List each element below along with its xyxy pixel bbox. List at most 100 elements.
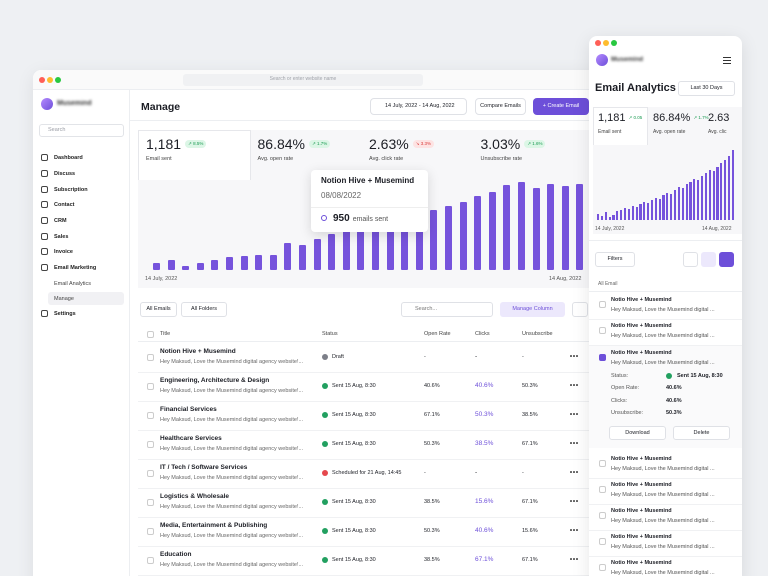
item-title[interactable]: Notio Hive + Musemind bbox=[611, 508, 672, 514]
stat-value: 1,181 bbox=[598, 112, 626, 124]
open-rate: 67.1% bbox=[424, 412, 440, 418]
column-header[interactable]: Title bbox=[160, 331, 171, 337]
checkbox[interactable] bbox=[147, 354, 154, 361]
search-box[interactable] bbox=[39, 124, 124, 137]
item-desc: Hey Maksud, Love the Musemind digital ..… bbox=[611, 466, 715, 472]
more-dot bbox=[573, 384, 575, 386]
item-title[interactable]: Notio Hive + Musemind bbox=[611, 323, 672, 329]
checkbox[interactable] bbox=[147, 412, 154, 419]
item-title[interactable]: Notio Hive + Musemind bbox=[611, 482, 672, 488]
column-header[interactable]: Open Rate bbox=[424, 331, 451, 337]
date-range-button[interactable] bbox=[370, 98, 467, 115]
filters-button[interactable]: Filters bbox=[595, 252, 635, 267]
email-title[interactable]: IT / Tech / Software Services bbox=[160, 464, 248, 471]
more-dot bbox=[576, 355, 578, 357]
checkbox[interactable] bbox=[147, 383, 154, 390]
email-title[interactable]: Financial Services bbox=[160, 406, 217, 413]
column-header[interactable]: Unsubscribe bbox=[522, 331, 553, 337]
window-control[interactable] bbox=[595, 40, 601, 46]
bar bbox=[430, 209, 438, 270]
bar bbox=[647, 203, 650, 220]
column-header[interactable]: Status bbox=[322, 331, 338, 337]
expand-toggle[interactable] bbox=[599, 564, 606, 571]
email-title[interactable]: Healthcare Services bbox=[160, 435, 222, 442]
filter-dropdown[interactable]: All Emails bbox=[140, 302, 177, 317]
nav-item[interactable]: Subscription bbox=[54, 187, 88, 193]
email-title[interactable]: Engineering, Architecture & Design bbox=[160, 377, 270, 384]
checkbox[interactable] bbox=[147, 557, 154, 564]
window-control[interactable] bbox=[47, 77, 53, 83]
email-title[interactable]: Notion Hive + Musemind bbox=[160, 348, 236, 355]
window-control[interactable] bbox=[55, 77, 61, 83]
nav-item[interactable]: Sales bbox=[54, 234, 69, 240]
expand-toggle[interactable] bbox=[599, 512, 606, 519]
detail-label: Open Rate: bbox=[611, 385, 640, 392]
bar bbox=[604, 212, 607, 220]
bar bbox=[727, 156, 731, 220]
item-title[interactable]: Notio Hive + Musemind bbox=[611, 350, 672, 356]
bar bbox=[631, 206, 634, 220]
expand-toggle[interactable] bbox=[599, 354, 606, 361]
create-button[interactable]: + Create Email bbox=[533, 98, 589, 115]
row-divider bbox=[138, 401, 593, 402]
brand-logo bbox=[41, 98, 53, 110]
stat-value: 3.03% bbox=[480, 136, 521, 152]
window-control[interactable] bbox=[603, 40, 609, 46]
nav-item[interactable]: Settings bbox=[54, 311, 76, 317]
nav-item[interactable]: Email Marketing bbox=[54, 265, 97, 271]
window-control[interactable] bbox=[611, 40, 617, 46]
download-item-button[interactable]: Download bbox=[609, 426, 666, 440]
range-button[interactable]: Last 30 Days bbox=[678, 81, 735, 96]
compare-button[interactable]: Compare Emails bbox=[475, 98, 526, 115]
expand-toggle[interactable] bbox=[599, 486, 606, 493]
search-button[interactable] bbox=[683, 252, 698, 267]
manage-column-button[interactable]: Manage Column bbox=[500, 302, 565, 317]
email-title[interactable]: Media, Entertainment & Publishing bbox=[160, 522, 268, 529]
stat-label: Avg. open rate bbox=[653, 129, 686, 135]
row-divider bbox=[138, 517, 593, 518]
stat-label: Avg. click rate bbox=[369, 156, 404, 162]
nav-item[interactable]: Invoice bbox=[54, 249, 73, 255]
clicks: 67.1% bbox=[475, 556, 494, 563]
item-divider bbox=[589, 345, 742, 346]
address-bar[interactable] bbox=[183, 74, 423, 86]
stat-value: 86.84% bbox=[257, 136, 305, 152]
checkbox[interactable] bbox=[147, 528, 154, 535]
column-header[interactable]: Clicks bbox=[475, 331, 490, 337]
checkbox[interactable] bbox=[147, 499, 154, 506]
nav-item[interactable]: Manage bbox=[54, 296, 74, 302]
nav-item[interactable]: Discuss bbox=[54, 171, 76, 177]
expand-toggle[interactable] bbox=[599, 538, 606, 545]
divider bbox=[589, 291, 742, 292]
columns-button[interactable] bbox=[701, 252, 716, 267]
more-dot bbox=[570, 355, 572, 357]
bar bbox=[226, 256, 233, 270]
email-title[interactable]: Logistics & Wholesale bbox=[160, 493, 229, 500]
nav-item[interactable]: Email Analytics bbox=[54, 281, 91, 287]
download-button[interactable] bbox=[719, 252, 734, 267]
expand-toggle[interactable] bbox=[599, 460, 606, 467]
nav-item[interactable]: CRM bbox=[54, 218, 67, 224]
item-title[interactable]: Notio Hive + Musemind bbox=[611, 534, 672, 540]
expand-toggle[interactable] bbox=[599, 327, 606, 334]
nav-item[interactable]: Dashboard bbox=[54, 155, 83, 161]
table-search[interactable] bbox=[401, 302, 493, 317]
more-dot bbox=[570, 413, 572, 415]
window-control[interactable] bbox=[39, 77, 45, 83]
checkbox[interactable] bbox=[147, 470, 154, 477]
delete-item-button[interactable]: Delete bbox=[673, 426, 730, 440]
email-title[interactable]: Education bbox=[160, 551, 192, 558]
item-divider bbox=[589, 530, 742, 531]
item-title[interactable]: Notio Hive + Musemind bbox=[611, 456, 672, 462]
checkbox[interactable] bbox=[147, 441, 154, 448]
expand-toggle[interactable] bbox=[599, 301, 606, 308]
status-icon bbox=[666, 373, 672, 379]
filter-dropdown[interactable]: All Folders bbox=[181, 302, 227, 317]
nav-item[interactable]: Contact bbox=[54, 202, 75, 208]
detail-value: 40.6% bbox=[666, 397, 682, 404]
item-title[interactable]: Notio Hive + Musemind bbox=[611, 560, 672, 566]
download-button[interactable] bbox=[572, 302, 588, 317]
unsubscribe: 67.1% bbox=[522, 557, 538, 563]
item-title[interactable]: Notio Hive + Musemind bbox=[611, 297, 672, 303]
checkbox[interactable] bbox=[147, 331, 154, 338]
